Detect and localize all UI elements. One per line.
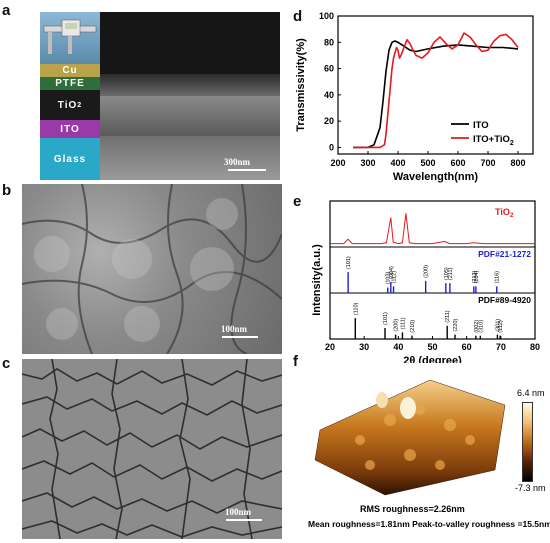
layer-ito: ITO	[40, 120, 100, 138]
y-tick-label-d: 40	[324, 90, 334, 100]
caliper-icon	[43, 19, 97, 54]
legend-entry-0: ITO	[473, 120, 489, 131]
sem-image-b: 100nm	[22, 184, 282, 354]
afm-panel: 6.4 nm -7.3 nm RMS roughness=2.26nm Mean…	[300, 360, 550, 543]
ref-peak-label-0-8: (204)	[474, 270, 480, 283]
x-tick-label-e: 60	[462, 342, 472, 352]
x-tick-label-d: 600	[450, 158, 465, 168]
x-tick-label-d: 200	[330, 158, 345, 168]
ref-name-0: PDF#21-1272	[478, 249, 531, 259]
series-line-1	[353, 32, 519, 149]
x-tick-label-d: 500	[420, 158, 435, 168]
x-tick-label-e: 80	[530, 342, 540, 352]
ref-name-1: PDF#89-4920	[478, 295, 531, 305]
x-axis-label-e: 2θ (degree)	[403, 355, 462, 363]
x-tick-label-e: 20	[325, 342, 335, 352]
ref-peak-label-1-6: (220)	[453, 319, 459, 332]
ref-peak-label-0-3: (112)	[392, 271, 398, 284]
ref-peak-label-0-0: (101)	[346, 256, 352, 269]
panel-label-f: f	[293, 353, 298, 370]
ref-peak-label-1-2: (200)	[394, 319, 400, 332]
y-axis-label-e: Intensity(a.u.)	[311, 244, 323, 316]
layer-ptfe: PTFE	[40, 77, 100, 90]
scale-bar-c	[226, 519, 262, 521]
legend-entry-1: ITO+TiO2	[473, 134, 514, 147]
x-tick-label-e: 50	[427, 342, 437, 352]
colorbar-max: 6.4 nm	[517, 388, 545, 398]
scale-bar-a	[228, 169, 266, 171]
panel-label-e: e	[293, 193, 302, 210]
ref-peak-label-1-5: (211)	[445, 310, 451, 323]
scale-label-c: 100nm	[225, 507, 252, 517]
ref-peak-label-0-1: (103)	[386, 271, 392, 284]
x-tick-label-d: 700	[480, 158, 495, 168]
layer-cu: Cu	[40, 64, 100, 77]
ref-peak-label-1-0: (110)	[353, 303, 359, 316]
afm-colorbar	[522, 402, 533, 482]
ref-peak-label-1-7: (002)	[474, 320, 480, 333]
ref-peak-label-1-8: (310)	[478, 320, 484, 333]
legend-sub: 2	[510, 140, 514, 147]
scale-label-b: 100nm	[221, 324, 248, 334]
layer-glass: Glass	[40, 138, 100, 180]
panel-label-a: a	[2, 2, 11, 19]
afm-surface	[314, 379, 506, 496]
y-tick-label-d: 20	[324, 116, 334, 126]
x-tick-label-e: 70	[496, 342, 506, 352]
mean-roughness: Mean roughness=1.81nm Peak-to-valley rou…	[308, 519, 550, 529]
plot-frame-d	[337, 15, 534, 155]
ref-peak-label-1-1: (101)	[383, 312, 389, 325]
y-axis-label-d: Transmissivity(%)	[295, 38, 307, 132]
ref-peak-label-0-7: (213)	[472, 270, 478, 283]
ref-peak-label-1-3: (111)	[400, 317, 406, 329]
series-line-0	[353, 40, 519, 149]
ref-peak-label-0-2: (004)	[389, 266, 395, 279]
ref-peak-label-1-10: (112)	[498, 320, 504, 333]
x-tick-label-d: 300	[360, 158, 375, 168]
y-tick-label-d: 0	[329, 142, 334, 152]
caliper-image	[40, 12, 100, 64]
ref-peak-label-0-9: (116)	[495, 271, 501, 284]
x-tick-label-e: 40	[393, 342, 403, 352]
scale-bar-b	[222, 336, 258, 338]
ref-peak-label-1-9: (301)	[495, 319, 501, 332]
y-tick-label-d: 80	[324, 37, 334, 47]
x-tick-label-e: 30	[359, 342, 369, 352]
ref-peak-label-0-5: (105)	[444, 267, 450, 280]
series-name-sub: 2	[510, 212, 514, 219]
xrd-chart: TiO2(101)(103)(004)(112) (200) (105)(211)(…	[311, 200, 540, 363]
ref-peak-label-0-4: (200)	[424, 265, 430, 278]
x-tick-label-d: 800	[510, 158, 525, 168]
sem-image-c: 100nm	[22, 359, 282, 539]
series-name-tio2: TiO2	[495, 207, 514, 219]
sem-cross-section: Cu PTFE TiO 2 ITO Glass 300nm	[40, 12, 280, 180]
ref-peak-label-1-4: (210)	[410, 320, 416, 333]
layer-tio2: TiO 2	[40, 90, 100, 120]
scale-label-a: 300nm	[224, 157, 251, 167]
ref-peak-label-0-6: (211)	[448, 268, 454, 281]
panel-label-d: d	[293, 8, 303, 25]
panel-label-b: b	[2, 182, 12, 199]
xrd-pattern	[330, 213, 535, 245]
colorbar-min: -7.3 nm	[515, 483, 546, 493]
transmissivity-chart: 200 300 400 500 600 700 800 0 20 40 60 80 100 Wavelen…	[295, 11, 534, 183]
y-tick-label-d: 60	[324, 64, 334, 74]
x-tick-label-d: 400	[390, 158, 405, 168]
rms-roughness: RMS roughness=2.26nm	[360, 504, 465, 514]
x-axis-label-d: Wavelength(nm)	[393, 171, 478, 183]
y-tick-label-d: 100	[319, 11, 334, 21]
panel-label-c: c	[2, 355, 11, 372]
plot-frame-e	[329, 200, 536, 340]
